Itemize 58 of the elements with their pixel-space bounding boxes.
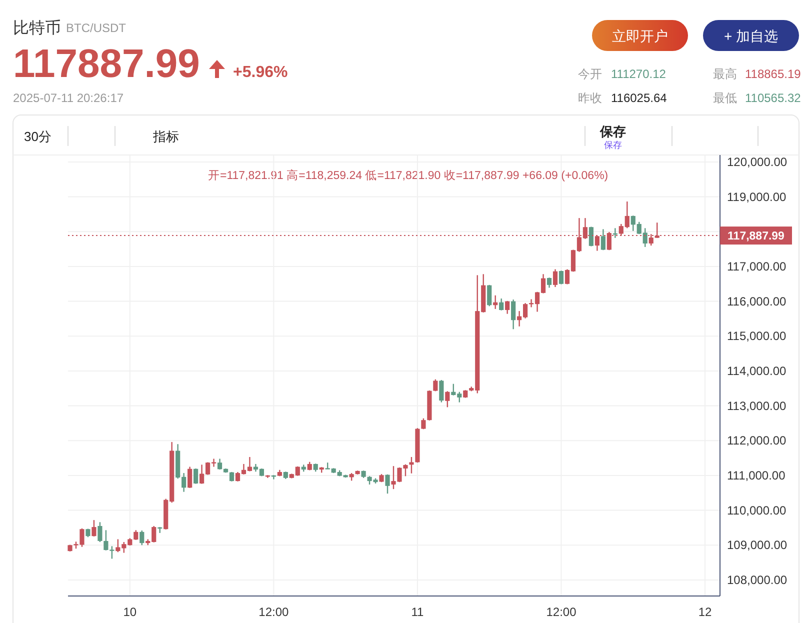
text: 111270.12 [611,67,666,81]
y-tick-label: 112,000.00 [727,434,786,448]
candlestick [229,471,234,482]
candlestick [600,228,606,251]
text: 指标 [152,129,179,144]
text: 保存 [604,140,622,150]
text: 立即开户 [612,28,668,44]
text: 2025-07-11 20:26:17 [13,91,124,105]
chart-subtitle: BTC/USDT [66,21,127,35]
text: 保存 [599,124,626,139]
candlestick [487,284,492,307]
annotation: 开=117,821.91 高=118,259.24 低=117,821.90 收=117,887.99 +66.09 (+0.06%) [208,168,608,182]
y-tick-label: 116,000.00 [727,294,786,308]
text: 最高 [713,67,737,81]
text: 最低 [713,91,737,105]
y-tick-label: 114,000.00 [727,364,786,378]
y-tick-label: 120,000.00 [727,154,788,169]
x-tick-label: 12:00 [258,605,290,619]
y-tick-label: 119,000.00 [727,190,786,204]
candlestick [92,519,96,538]
candlestick [546,277,552,288]
text: +5.96% [233,64,288,81]
candlestick [217,458,222,470]
candlestick [385,474,390,494]
chart-title: 比特币 [13,19,61,37]
candlestick [511,298,516,330]
x-tick-label: 12 [698,605,712,619]
ref-line-label: 117,887.99 [728,230,784,243]
y-tick-label: 115,000.00 [727,329,786,344]
candlestick [98,522,102,543]
text: 30分 [24,129,52,144]
text: + 加自选 [724,28,778,44]
y-tick-label: 113,000.00 [727,398,786,413]
text: 110565.32 [745,91,802,105]
y-tick-label: 109,000.00 [727,538,788,552]
y-tick-label: 117,000.00 [727,259,786,274]
candlestick [499,298,504,311]
text: 117887.99 [13,42,200,86]
candlestick [588,226,594,247]
y-tick-label: 108,000.00 [727,572,788,587]
text: 今开 [578,67,602,81]
candlestick [445,390,450,408]
candlestick [140,530,144,546]
candlestick [505,300,510,314]
candlestick [558,270,564,285]
x-tick-label: 10 [123,605,137,619]
x-tick-label: 12:00 [546,605,577,619]
candlestick [194,468,198,484]
y-tick-label: 110,000.00 [727,503,786,518]
text: 118865.19 [745,67,802,81]
candlestick [409,456,414,474]
candlestick [552,268,558,288]
text: 昨收 [578,91,602,105]
candlestick [439,379,444,403]
text: 116025.64 [611,91,668,105]
candlestick [188,466,192,489]
y-tick-label: 111,000.00 [727,468,786,482]
x-tick-label: 11 [411,605,424,619]
